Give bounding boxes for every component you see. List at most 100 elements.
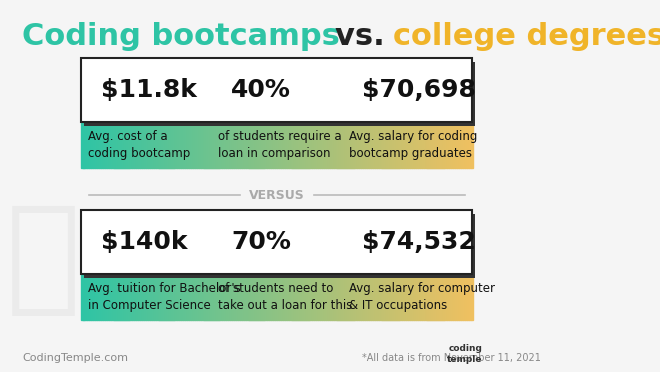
Bar xyxy=(384,274,387,320)
Bar xyxy=(173,274,176,320)
Bar xyxy=(441,274,444,320)
Bar xyxy=(304,122,306,168)
Bar xyxy=(445,274,447,320)
Bar xyxy=(181,122,183,168)
Bar xyxy=(288,274,291,320)
Bar xyxy=(324,274,326,320)
Bar xyxy=(85,274,87,320)
Bar xyxy=(324,122,326,168)
Bar xyxy=(339,122,342,168)
Bar xyxy=(455,274,457,320)
Bar xyxy=(93,122,95,168)
Bar xyxy=(375,274,377,320)
Bar xyxy=(167,122,170,168)
Text: Avg. cost of a
coding bootcamp: Avg. cost of a coding bootcamp xyxy=(88,130,190,160)
Bar xyxy=(279,122,281,168)
Bar xyxy=(136,122,139,168)
Bar xyxy=(434,274,436,320)
Bar xyxy=(242,122,244,168)
Bar xyxy=(207,274,209,320)
Bar xyxy=(213,122,214,168)
Bar xyxy=(150,122,152,168)
Bar xyxy=(414,274,416,320)
Bar xyxy=(144,274,146,320)
Bar xyxy=(89,122,91,168)
Bar xyxy=(85,122,87,168)
Bar xyxy=(383,122,385,168)
Bar xyxy=(306,122,308,168)
Bar xyxy=(445,122,447,168)
Bar xyxy=(361,274,363,320)
Bar xyxy=(318,122,320,168)
Bar xyxy=(408,274,411,320)
Bar xyxy=(109,274,111,320)
Bar xyxy=(177,274,180,320)
Bar xyxy=(292,122,295,168)
Bar xyxy=(269,274,271,320)
Bar xyxy=(179,122,182,168)
Bar xyxy=(199,122,201,168)
Bar xyxy=(146,274,148,320)
Bar xyxy=(154,122,156,168)
Bar xyxy=(148,274,150,320)
Bar xyxy=(234,274,236,320)
Bar xyxy=(185,274,187,320)
Bar xyxy=(185,122,187,168)
Bar xyxy=(181,274,183,320)
Bar xyxy=(353,274,356,320)
Bar xyxy=(142,274,144,320)
Bar xyxy=(351,274,354,320)
Bar xyxy=(140,274,142,320)
Bar xyxy=(436,274,438,320)
Bar xyxy=(447,274,449,320)
Bar xyxy=(359,122,361,168)
Bar xyxy=(244,122,246,168)
Bar xyxy=(211,274,213,320)
Bar xyxy=(183,122,185,168)
Bar xyxy=(420,274,422,320)
Bar xyxy=(279,274,281,320)
Bar xyxy=(124,274,127,320)
Bar xyxy=(314,274,316,320)
Text: VERSUS: VERSUS xyxy=(249,189,305,202)
Text: vs.: vs. xyxy=(335,22,395,51)
Bar xyxy=(463,274,465,320)
Bar xyxy=(300,122,303,168)
Bar xyxy=(81,122,84,168)
Bar xyxy=(363,122,365,168)
Bar xyxy=(328,122,330,168)
Bar xyxy=(267,122,269,168)
FancyBboxPatch shape xyxy=(84,62,475,126)
Bar xyxy=(207,122,209,168)
Bar xyxy=(257,274,259,320)
FancyBboxPatch shape xyxy=(81,210,473,274)
Bar xyxy=(438,274,440,320)
Bar xyxy=(363,274,365,320)
Bar xyxy=(246,274,248,320)
Bar xyxy=(426,122,428,168)
Bar xyxy=(351,122,354,168)
Bar xyxy=(375,122,377,168)
Bar xyxy=(312,274,314,320)
Bar xyxy=(164,122,166,168)
Bar xyxy=(386,274,389,320)
Bar xyxy=(331,274,334,320)
Bar xyxy=(201,274,203,320)
Bar xyxy=(175,122,178,168)
Bar xyxy=(302,274,305,320)
Bar xyxy=(107,122,109,168)
Bar xyxy=(310,122,312,168)
Bar xyxy=(251,122,253,168)
Bar xyxy=(418,274,420,320)
Bar xyxy=(158,122,160,168)
Bar xyxy=(298,274,301,320)
Bar xyxy=(112,274,115,320)
Bar xyxy=(400,122,403,168)
Bar xyxy=(232,274,234,320)
Bar xyxy=(99,274,101,320)
Bar xyxy=(394,122,397,168)
Bar xyxy=(420,122,422,168)
Bar xyxy=(162,274,164,320)
Bar xyxy=(261,122,263,168)
Bar xyxy=(318,274,320,320)
